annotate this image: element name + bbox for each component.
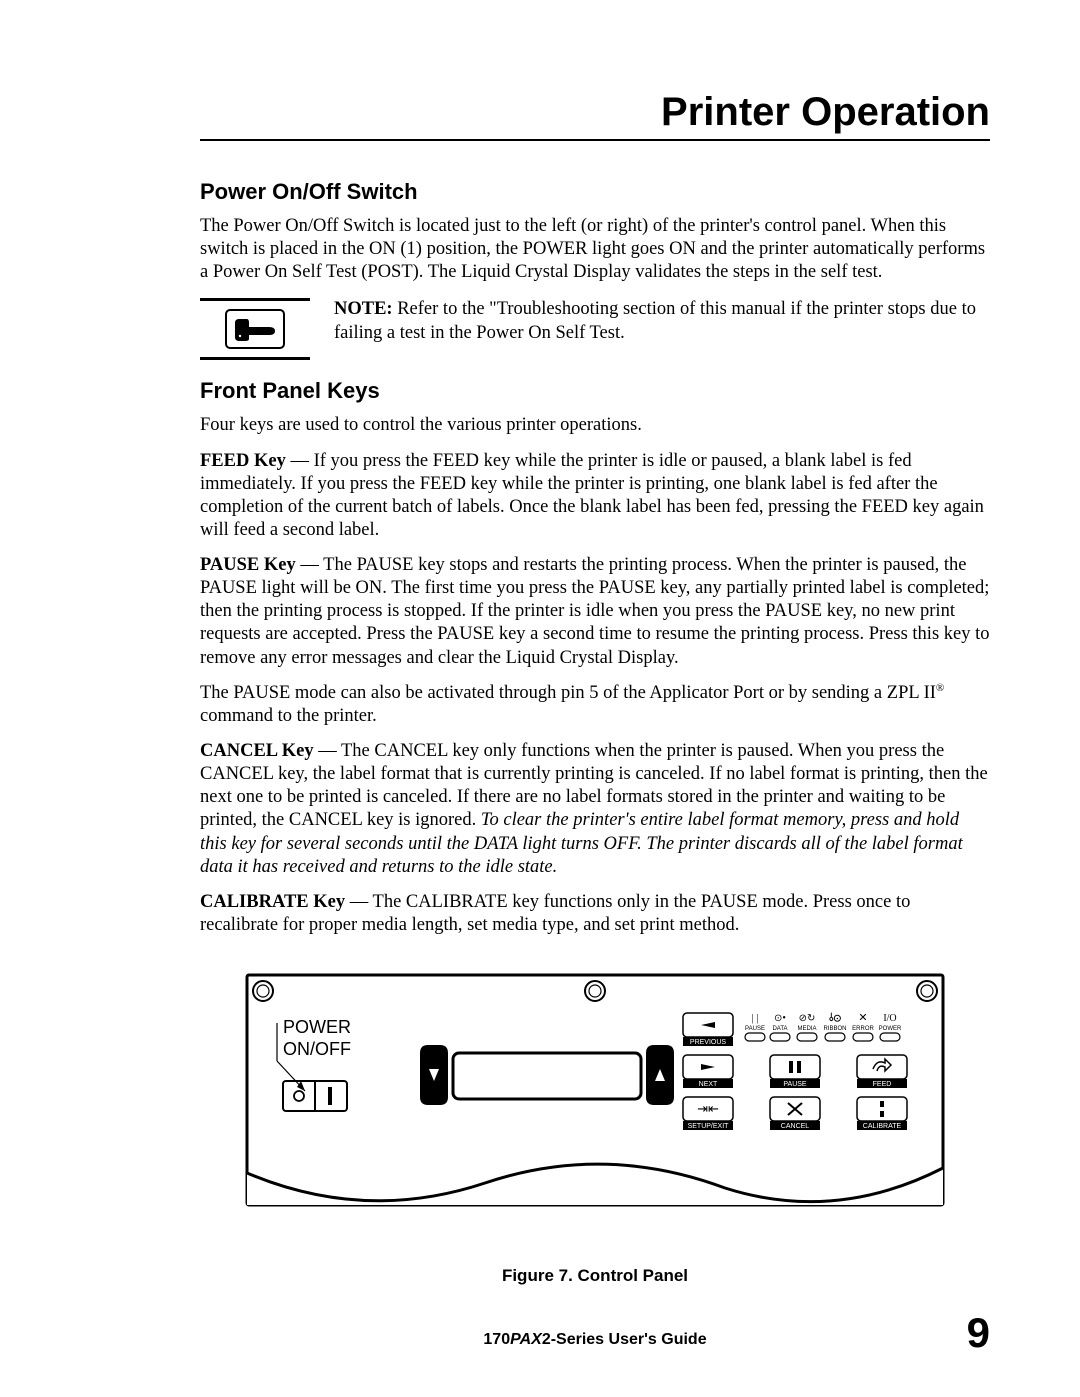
para-pause-key: PAUSE Key — The PAUSE key stops and rest…: [200, 554, 990, 670]
svg-text:CALIBRATE: CALIBRATE: [863, 1123, 902, 1130]
note-body: Refer to the "Troubleshooting section of…: [334, 299, 976, 342]
svg-text:⊘↻: ⊘↻: [799, 1013, 816, 1024]
pause2-text: The PAUSE mode can also be activated thr…: [200, 683, 936, 703]
footer-guide: 170PAX2-Series User's Guide: [483, 1331, 706, 1349]
svg-text:I/O: I/O: [883, 1013, 896, 1024]
cancel-key-label: CANCEL Key: [200, 741, 314, 761]
footer-prefix: 170: [483, 1331, 510, 1348]
control-panel-diagram: POWER ON/OFF | | ⊙• ⊘↻ ⫰⊙ ✕ I/O PAUSE: [245, 973, 945, 1243]
svg-text:PREVIOUS: PREVIOUS: [690, 1039, 727, 1046]
svg-text:MEDIA: MEDIA: [797, 1026, 816, 1032]
calibrate-key-label: CALIBRATE Key: [200, 892, 345, 912]
para-calibrate-key: CALIBRATE Key — The CALIBRATE key functi…: [200, 891, 990, 937]
svg-text:NEXT: NEXT: [699, 1081, 718, 1088]
svg-text:RIBBON: RIBBON: [823, 1026, 846, 1032]
svg-text:⇥⇤: ⇥⇤: [697, 1101, 719, 1116]
footer-ital: PAX: [510, 1331, 542, 1348]
note-label: NOTE:: [334, 299, 393, 319]
pause-key-text: — The PAUSE key stops and restarts the p…: [200, 555, 990, 668]
page-footer: 170PAX2-Series User's Guide 9: [200, 1331, 990, 1349]
note-block: NOTE: Refer to the "Troubleshooting sect…: [200, 298, 990, 360]
feed-key-label: FEED Key: [200, 451, 286, 471]
chapter-title: Printer Operation: [200, 90, 990, 141]
svg-text:POWER: POWER: [879, 1026, 902, 1032]
svg-text:CANCEL: CANCEL: [781, 1123, 810, 1130]
note-text: NOTE: Refer to the "Troubleshooting sect…: [334, 298, 990, 344]
note-icon-wrap: [200, 298, 310, 360]
pause2-suffix: command to the printer.: [200, 706, 377, 726]
svg-text:⊙•: ⊙•: [774, 1013, 786, 1024]
heading-power-switch: Power On/Off Switch: [200, 179, 990, 205]
panel-power-label2: ON/OFF: [283, 1039, 351, 1059]
footer-suffix: 2-Series User's Guide: [542, 1331, 707, 1348]
svg-text:ERROR: ERROR: [852, 1026, 874, 1032]
para-cancel-key: CANCEL Key — The CANCEL key only functio…: [200, 740, 990, 879]
para-feed-key: FEED Key — If you press the FEED key whi…: [200, 450, 990, 543]
feed-key-text: — If you press the FEED key while the pr…: [200, 451, 984, 540]
para-power-switch: The Power On/Off Switch is located just …: [200, 215, 990, 284]
svg-text:| |: | |: [752, 1013, 759, 1024]
para-pause2: The PAUSE mode can also be activated thr…: [200, 682, 990, 728]
figure-caption: Figure 7. Control Panel: [200, 1266, 990, 1286]
svg-text:DATA: DATA: [772, 1026, 787, 1032]
panel-power-label1: POWER: [283, 1017, 351, 1037]
svg-text:FEED: FEED: [873, 1081, 892, 1088]
svg-text:PAUSE: PAUSE: [783, 1081, 807, 1088]
para-front-intro: Four keys are used to control the variou…: [200, 414, 990, 437]
registered-mark: ®: [936, 682, 944, 694]
svg-text:✕: ✕: [858, 1012, 867, 1024]
svg-text:SETUP/EXIT: SETUP/EXIT: [688, 1123, 730, 1130]
pause-key-label: PAUSE Key: [200, 555, 296, 575]
figure-control-panel: POWER ON/OFF | | ⊙• ⊘↻ ⫰⊙ ✕ I/O PAUSE: [200, 973, 990, 1286]
heading-front-panel: Front Panel Keys: [200, 378, 990, 404]
page-number: 9: [967, 1309, 990, 1357]
svg-text:⫰⊙: ⫰⊙: [829, 1012, 842, 1024]
pointing-hand-icon: [225, 309, 285, 349]
svg-text:PAUSE: PAUSE: [745, 1026, 765, 1032]
